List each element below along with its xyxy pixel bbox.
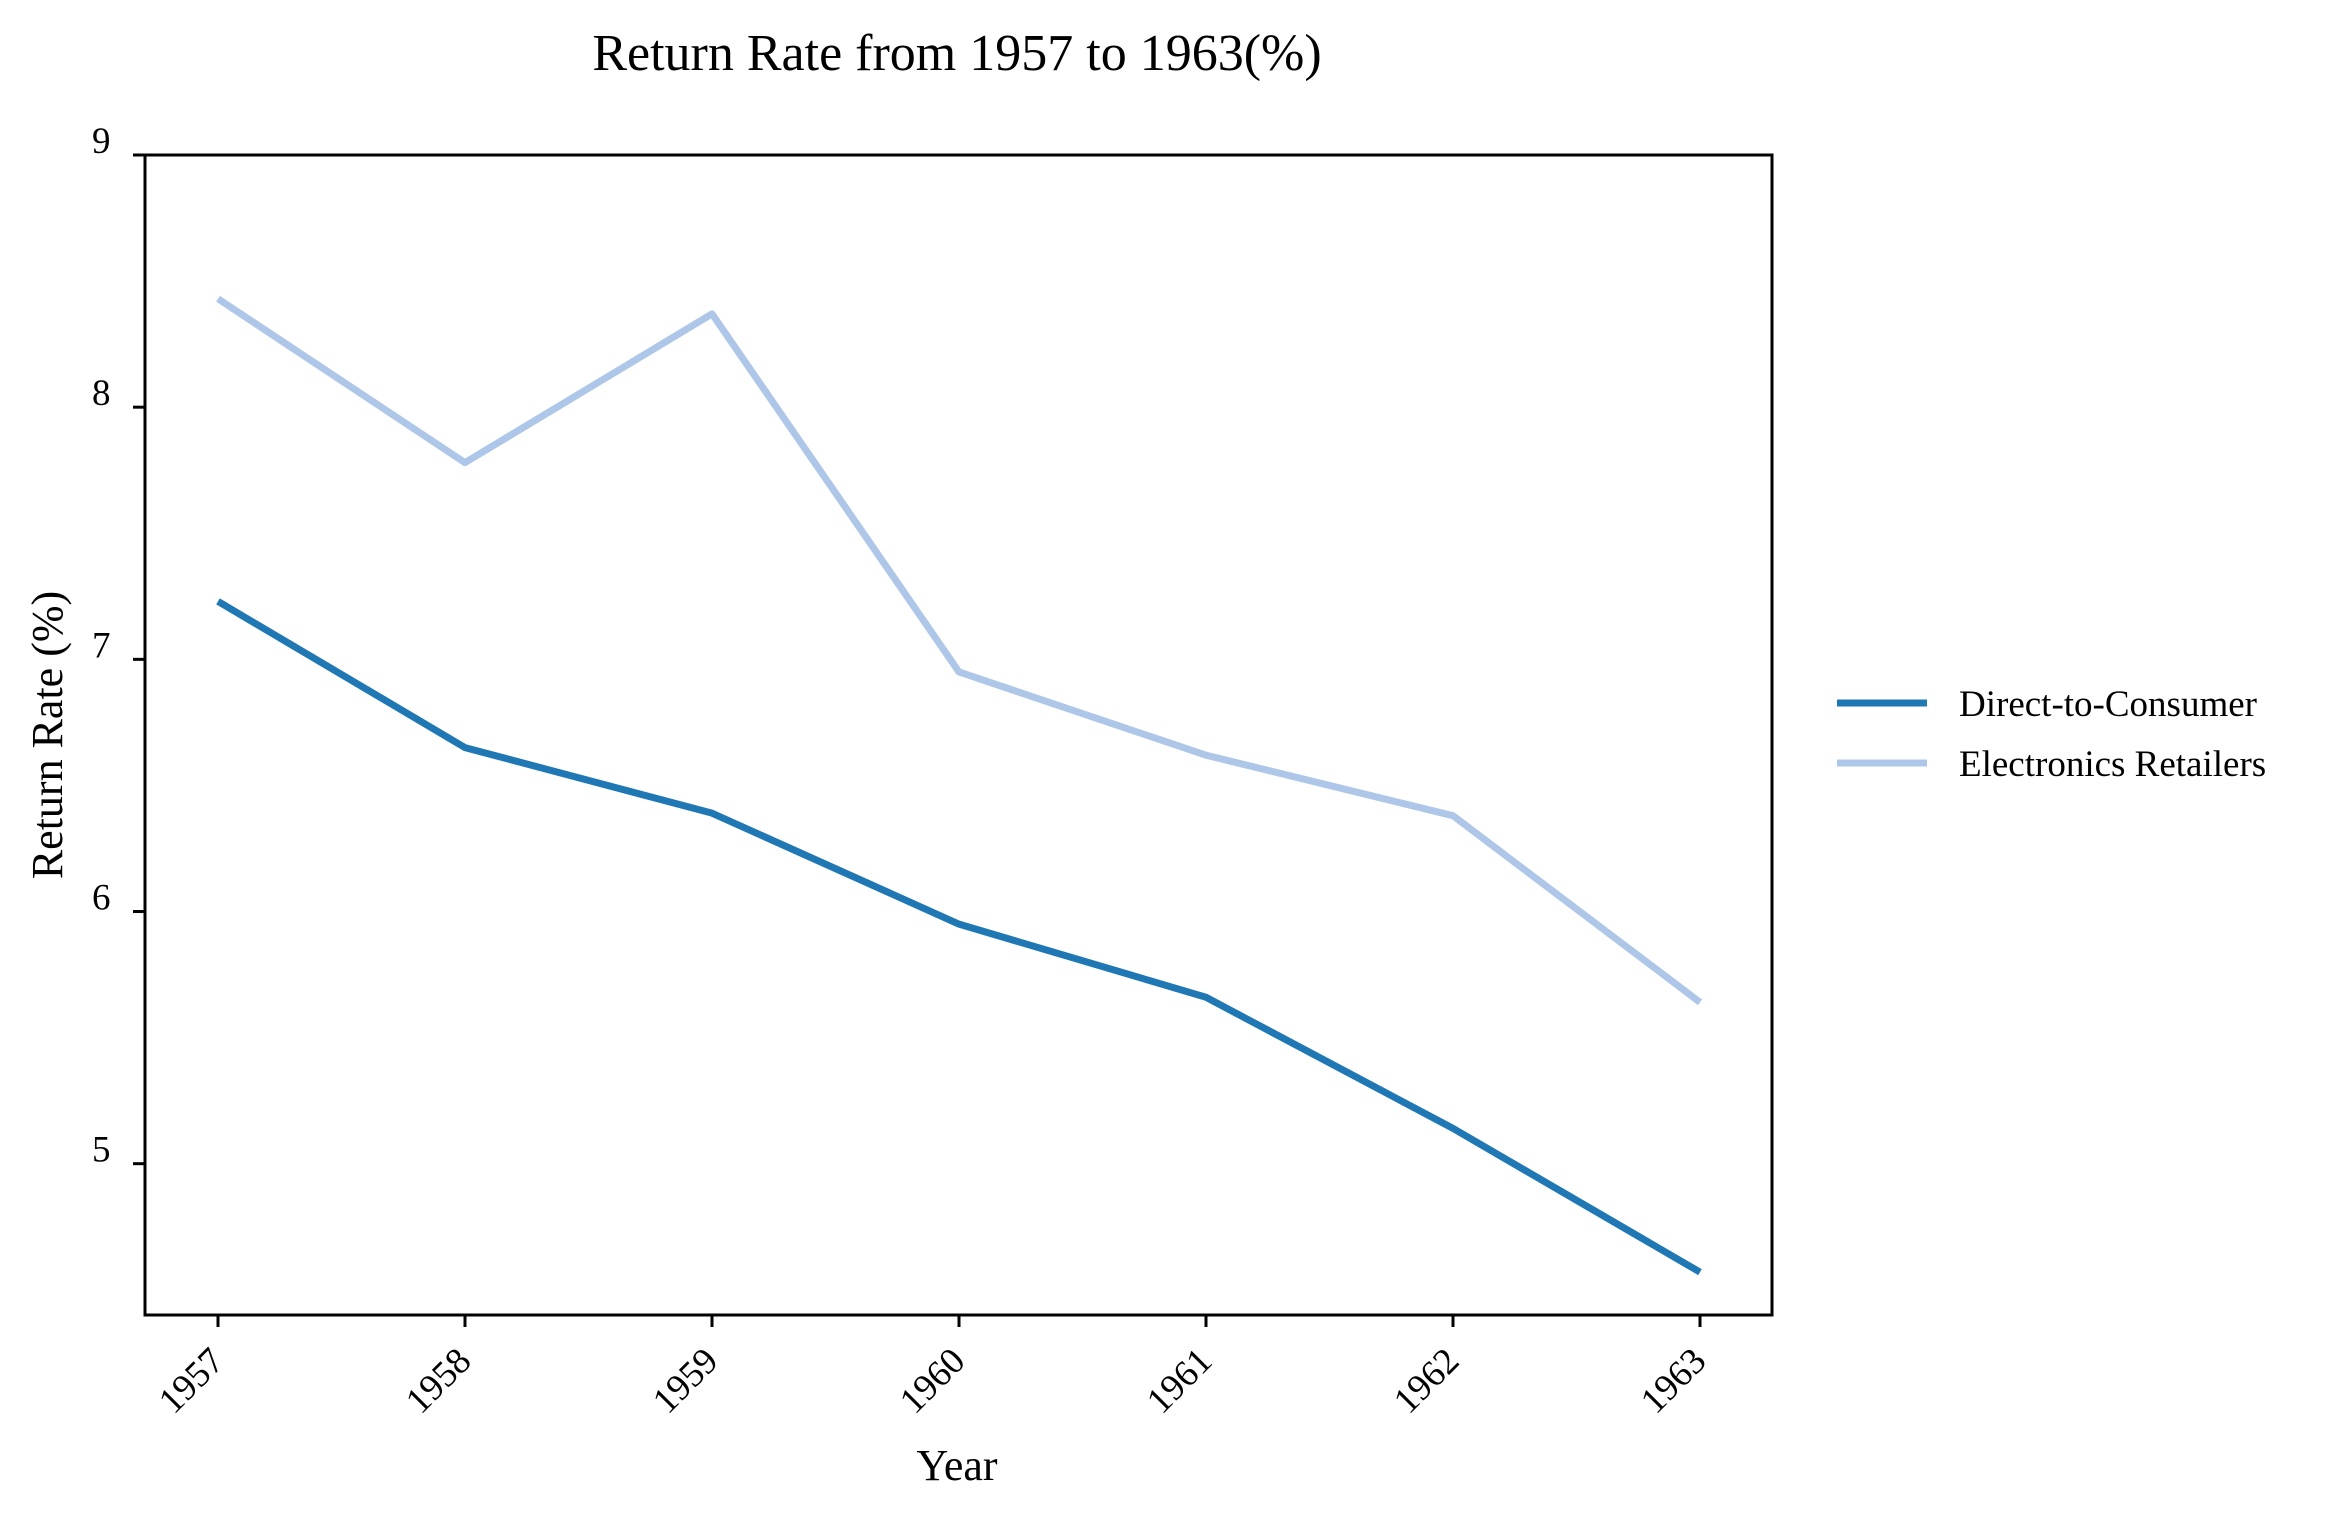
- y-axis: 5 6 7 8 9: [92, 121, 145, 1171]
- y-axis-label: Return Rate (%): [23, 591, 72, 879]
- x-tick-label: 1959: [645, 1340, 726, 1421]
- series-line-0: [216, 598, 1702, 1276]
- x-tick-label: 1960: [892, 1340, 973, 1421]
- legend-label-0: Direct-to-Consumer: [1959, 684, 2257, 725]
- y-tick-label: 8: [92, 373, 111, 414]
- legend: Direct-to-Consumer Electronics Retailers: [1837, 684, 2266, 785]
- y-tick-label: 5: [92, 1130, 111, 1171]
- series-layer: [216, 295, 1703, 1276]
- x-tick-label: 1963: [1633, 1340, 1714, 1421]
- x-axis: 1957 1958 1959 1960 1961 1962 1963: [151, 1315, 1714, 1422]
- y-tick-label: 9: [92, 121, 111, 162]
- chart-title: Return Rate from 1957 to 1963(%): [592, 25, 1321, 82]
- y-tick-label: 7: [92, 625, 111, 666]
- x-axis-label: Year: [916, 1441, 997, 1490]
- x-tick-label: 1961: [1139, 1340, 1220, 1421]
- legend-label-1: Electronics Retailers: [1959, 744, 2266, 785]
- x-tick-label: 1957: [151, 1340, 232, 1421]
- series-line-1: [216, 295, 1703, 1006]
- x-tick-label: 1958: [398, 1340, 479, 1421]
- plot-area-frame: [143, 153, 1774, 1317]
- x-tick-label: 1962: [1386, 1340, 1467, 1421]
- y-tick-label: 6: [92, 878, 111, 919]
